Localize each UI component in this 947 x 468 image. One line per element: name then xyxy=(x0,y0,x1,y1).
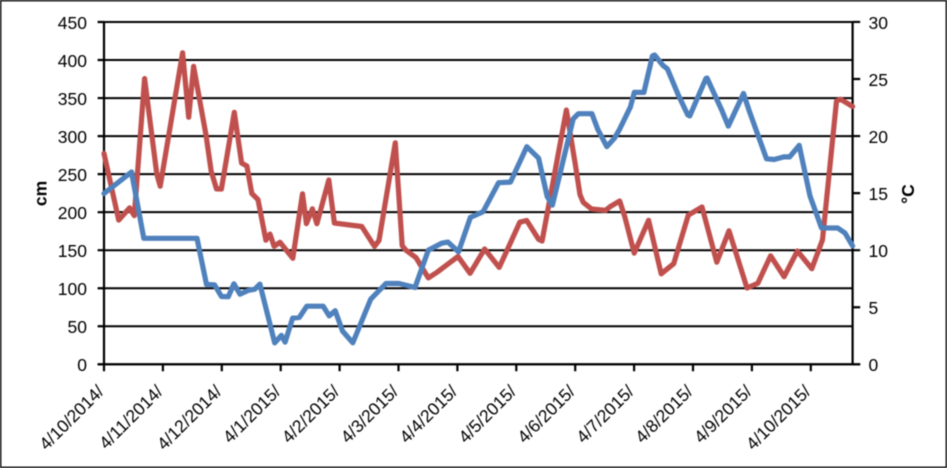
svg-text:°C: °C xyxy=(898,184,918,204)
svg-text:0: 0 xyxy=(77,355,87,375)
svg-text:15: 15 xyxy=(869,184,888,204)
svg-text:30: 30 xyxy=(869,13,889,33)
svg-text:5: 5 xyxy=(869,298,879,318)
svg-text:250: 250 xyxy=(58,165,87,185)
svg-text:cm: cm xyxy=(31,181,51,206)
svg-text:300: 300 xyxy=(58,127,87,147)
svg-text:0: 0 xyxy=(869,355,879,375)
svg-text:50: 50 xyxy=(68,317,88,337)
svg-text:200: 200 xyxy=(58,203,87,223)
svg-text:20: 20 xyxy=(869,127,889,147)
svg-text:350: 350 xyxy=(58,89,87,109)
svg-text:10: 10 xyxy=(869,241,889,261)
svg-text:400: 400 xyxy=(58,51,87,71)
svg-text:450: 450 xyxy=(58,13,87,33)
svg-text:25: 25 xyxy=(869,70,888,90)
svg-text:150: 150 xyxy=(58,241,87,261)
svg-text:100: 100 xyxy=(58,279,87,299)
